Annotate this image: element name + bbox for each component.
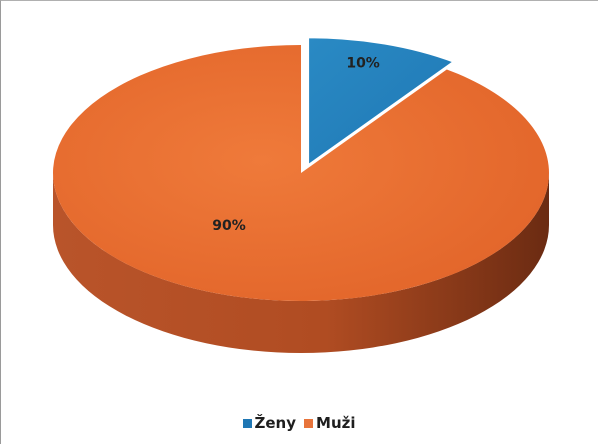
legend-swatch-muzi: [304, 418, 314, 428]
data-label-muzi: 90%: [212, 218, 246, 234]
legend-label-muzi: Muži: [316, 414, 356, 432]
slice-side-muzi: [53, 173, 549, 353]
slice-muzi: [52, 45, 549, 301]
legend: Ženy Muži: [0, 408, 598, 438]
legend-label-zeny: Ženy: [254, 414, 297, 432]
legend-swatch-zeny: [242, 418, 252, 428]
legend-item-zeny: Ženy: [242, 414, 297, 432]
data-label-zeny: 10%: [346, 55, 380, 71]
legend-item-muzi: Muži: [304, 414, 356, 432]
slice-zeny: [307, 36, 456, 168]
